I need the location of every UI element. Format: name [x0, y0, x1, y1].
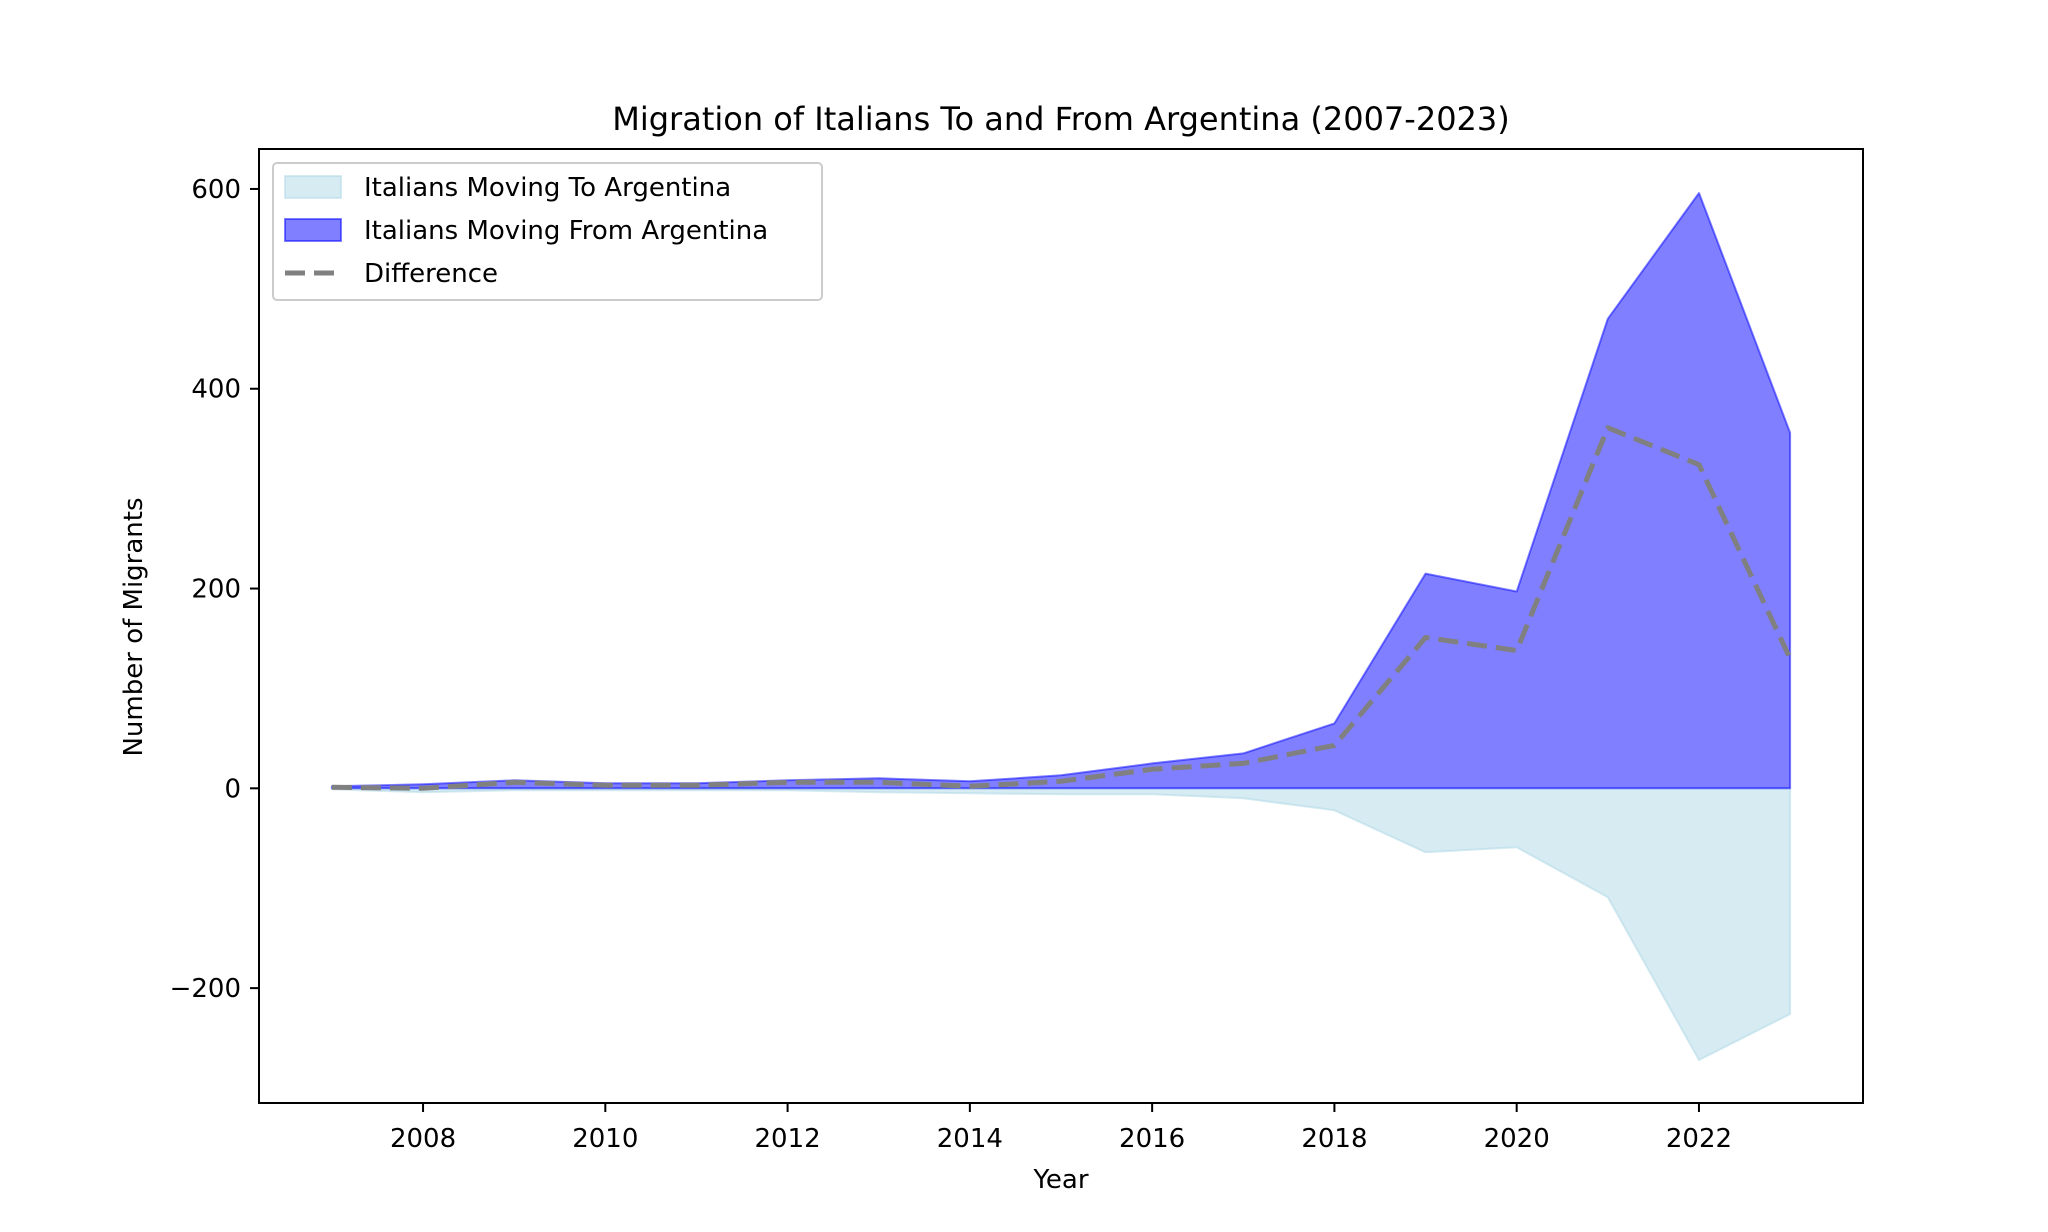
y-tick-label--200: −200: [170, 974, 241, 1004]
difference-point-2020: [1515, 648, 1519, 652]
x-tick-label-2016: 2016: [1119, 1124, 1185, 1154]
line-series-difference: [331, 425, 1793, 791]
legend: Italians Moving To Argentina Italians Mov…: [272, 162, 823, 301]
axes-frame: [258, 148, 1864, 1104]
y-tick-label-0: 0: [224, 774, 241, 804]
x-tick-label-2008: 2008: [390, 1124, 456, 1154]
difference-point-2017: [1241, 761, 1245, 765]
chart-title: Migration of Italians To and From Argent…: [612, 100, 1510, 138]
legend-box: [272, 162, 823, 301]
difference-point-2007: [330, 785, 334, 789]
legend-swatch-1: [284, 218, 342, 242]
x-tick-label-2010: 2010: [572, 1124, 638, 1154]
difference-point-2021: [1606, 426, 1610, 430]
difference-point-2010: [603, 783, 607, 787]
axes: 2008 2010 2012 2014 2016 2018 2020 2022 −200 0 200…: [170, 148, 1864, 1154]
difference-point-2018: [1332, 743, 1336, 747]
x-axis-label: Year: [1032, 1165, 1088, 1195]
difference-point-2012: [786, 780, 790, 784]
legend-label-2: Difference: [364, 259, 498, 289]
legend-label-0: Italians Moving To Argentina: [364, 173, 731, 203]
difference-point-2013: [877, 780, 881, 784]
difference-point-2008: [421, 786, 425, 790]
x-tick-label-2020: 2020: [1484, 1124, 1550, 1154]
x-tick-label-2014: 2014: [937, 1124, 1003, 1154]
difference-point-2015: [1059, 779, 1063, 783]
plot-area: [330, 192, 1793, 1061]
area-series-0: [330, 787, 1792, 1061]
difference-point-2011: [694, 783, 698, 787]
legend-swatch-0: [284, 175, 342, 199]
difference-point-2019: [1424, 635, 1428, 639]
y-tick-label-200: 200: [191, 575, 241, 605]
x-tick-label-2022: 2022: [1666, 1124, 1732, 1154]
y-tick-label-400: 400: [191, 375, 241, 405]
x-tick-label-2018: 2018: [1301, 1124, 1367, 1154]
y-tick-label-600: 600: [191, 175, 241, 205]
difference-point-2014: [968, 784, 972, 788]
difference-point-2009: [512, 780, 516, 784]
difference-point-2023: [1788, 656, 1792, 660]
y-axis-label: Number of Migrants: [119, 497, 149, 756]
difference-point-2022: [1697, 463, 1701, 467]
difference-point-2016: [1150, 767, 1154, 771]
legend-label-1: Italians Moving From Argentina: [364, 216, 768, 246]
x-tick-label-2012: 2012: [755, 1124, 821, 1154]
